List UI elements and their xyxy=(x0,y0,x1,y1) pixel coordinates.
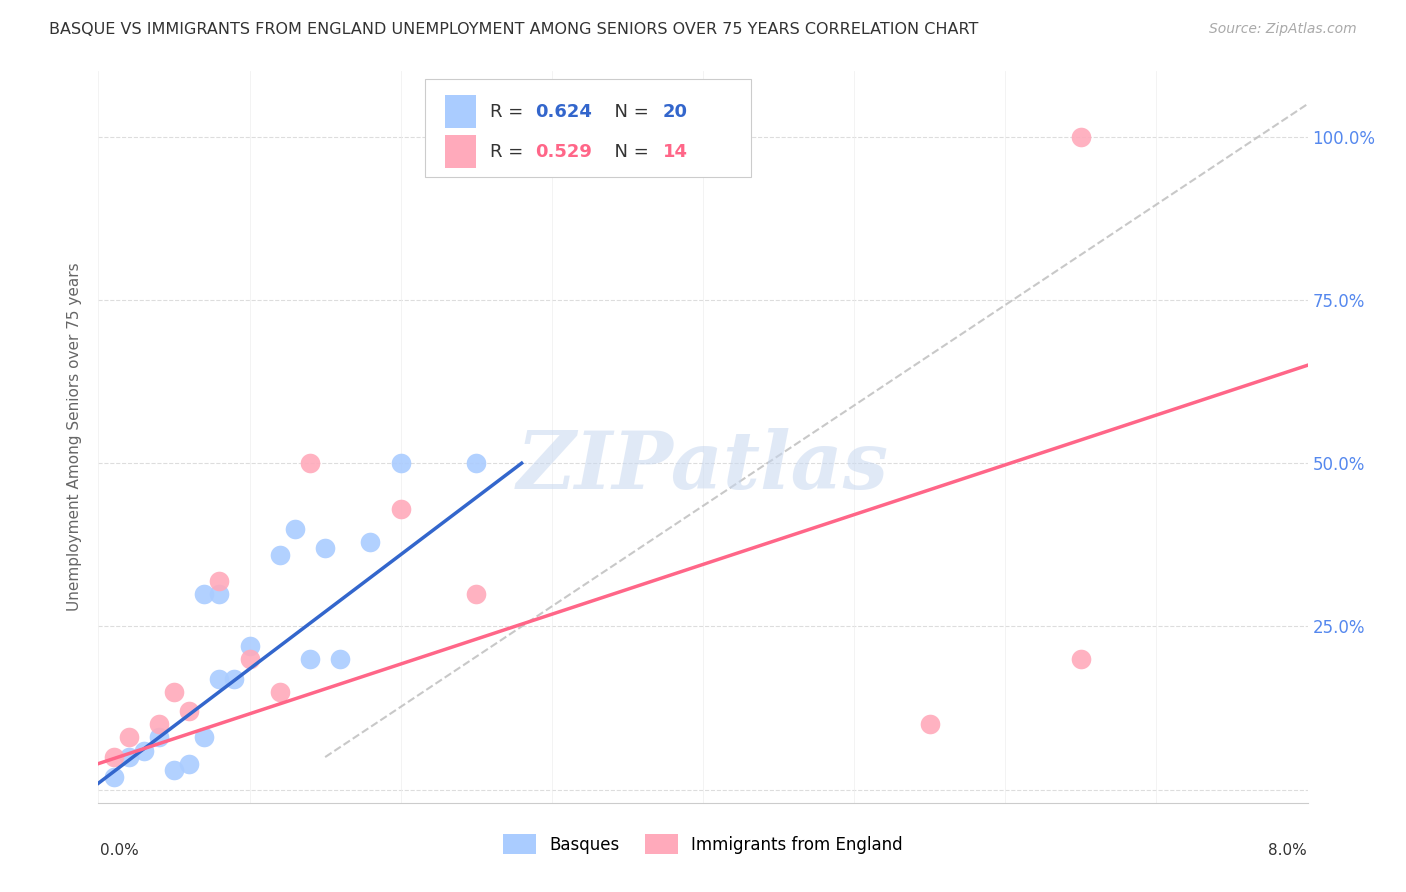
Bar xyxy=(446,136,475,169)
Point xyxy=(148,717,170,731)
Point xyxy=(284,521,307,535)
Point xyxy=(118,731,141,745)
Point xyxy=(179,705,201,719)
Point xyxy=(193,731,215,745)
Point xyxy=(163,685,186,699)
Point xyxy=(465,456,488,470)
Text: 0.624: 0.624 xyxy=(534,103,592,120)
Point xyxy=(103,750,125,764)
Text: Source: ZipAtlas.com: Source: ZipAtlas.com xyxy=(1209,22,1357,37)
Point xyxy=(299,652,322,666)
Text: 20: 20 xyxy=(664,103,688,120)
Point xyxy=(1070,129,1092,144)
Point xyxy=(208,574,231,588)
Point xyxy=(208,587,231,601)
Point xyxy=(299,456,322,470)
Point xyxy=(269,685,291,699)
Point xyxy=(314,541,336,555)
Legend: Basques, Immigrants from England: Basques, Immigrants from England xyxy=(496,828,910,860)
Point xyxy=(103,770,125,784)
Bar xyxy=(446,95,475,128)
Text: BASQUE VS IMMIGRANTS FROM ENGLAND UNEMPLOYMENT AMONG SENIORS OVER 75 YEARS CORRE: BASQUE VS IMMIGRANTS FROM ENGLAND UNEMPL… xyxy=(49,22,979,37)
Point xyxy=(329,652,352,666)
Point xyxy=(193,587,215,601)
Point xyxy=(132,743,155,757)
Y-axis label: Unemployment Among Seniors over 75 years: Unemployment Among Seniors over 75 years xyxy=(67,263,83,611)
Point xyxy=(163,763,186,777)
Point xyxy=(239,639,262,653)
Text: N =: N = xyxy=(603,143,654,161)
Text: 0.0%: 0.0% xyxy=(100,843,138,858)
Point xyxy=(465,587,488,601)
Point xyxy=(208,672,231,686)
Point xyxy=(918,717,941,731)
Point xyxy=(224,672,246,686)
Text: R =: R = xyxy=(491,143,529,161)
Point xyxy=(179,756,201,771)
Text: 8.0%: 8.0% xyxy=(1268,843,1306,858)
FancyBboxPatch shape xyxy=(425,78,751,178)
Text: ZIPatlas: ZIPatlas xyxy=(517,427,889,505)
Text: R =: R = xyxy=(491,103,529,120)
Point xyxy=(269,548,291,562)
Point xyxy=(1070,652,1092,666)
Point xyxy=(389,456,412,470)
Text: 0.529: 0.529 xyxy=(534,143,592,161)
Point xyxy=(239,652,262,666)
Point xyxy=(118,750,141,764)
Text: N =: N = xyxy=(603,103,654,120)
Point xyxy=(360,534,382,549)
Point xyxy=(389,502,412,516)
Point xyxy=(148,731,170,745)
Text: 14: 14 xyxy=(664,143,688,161)
